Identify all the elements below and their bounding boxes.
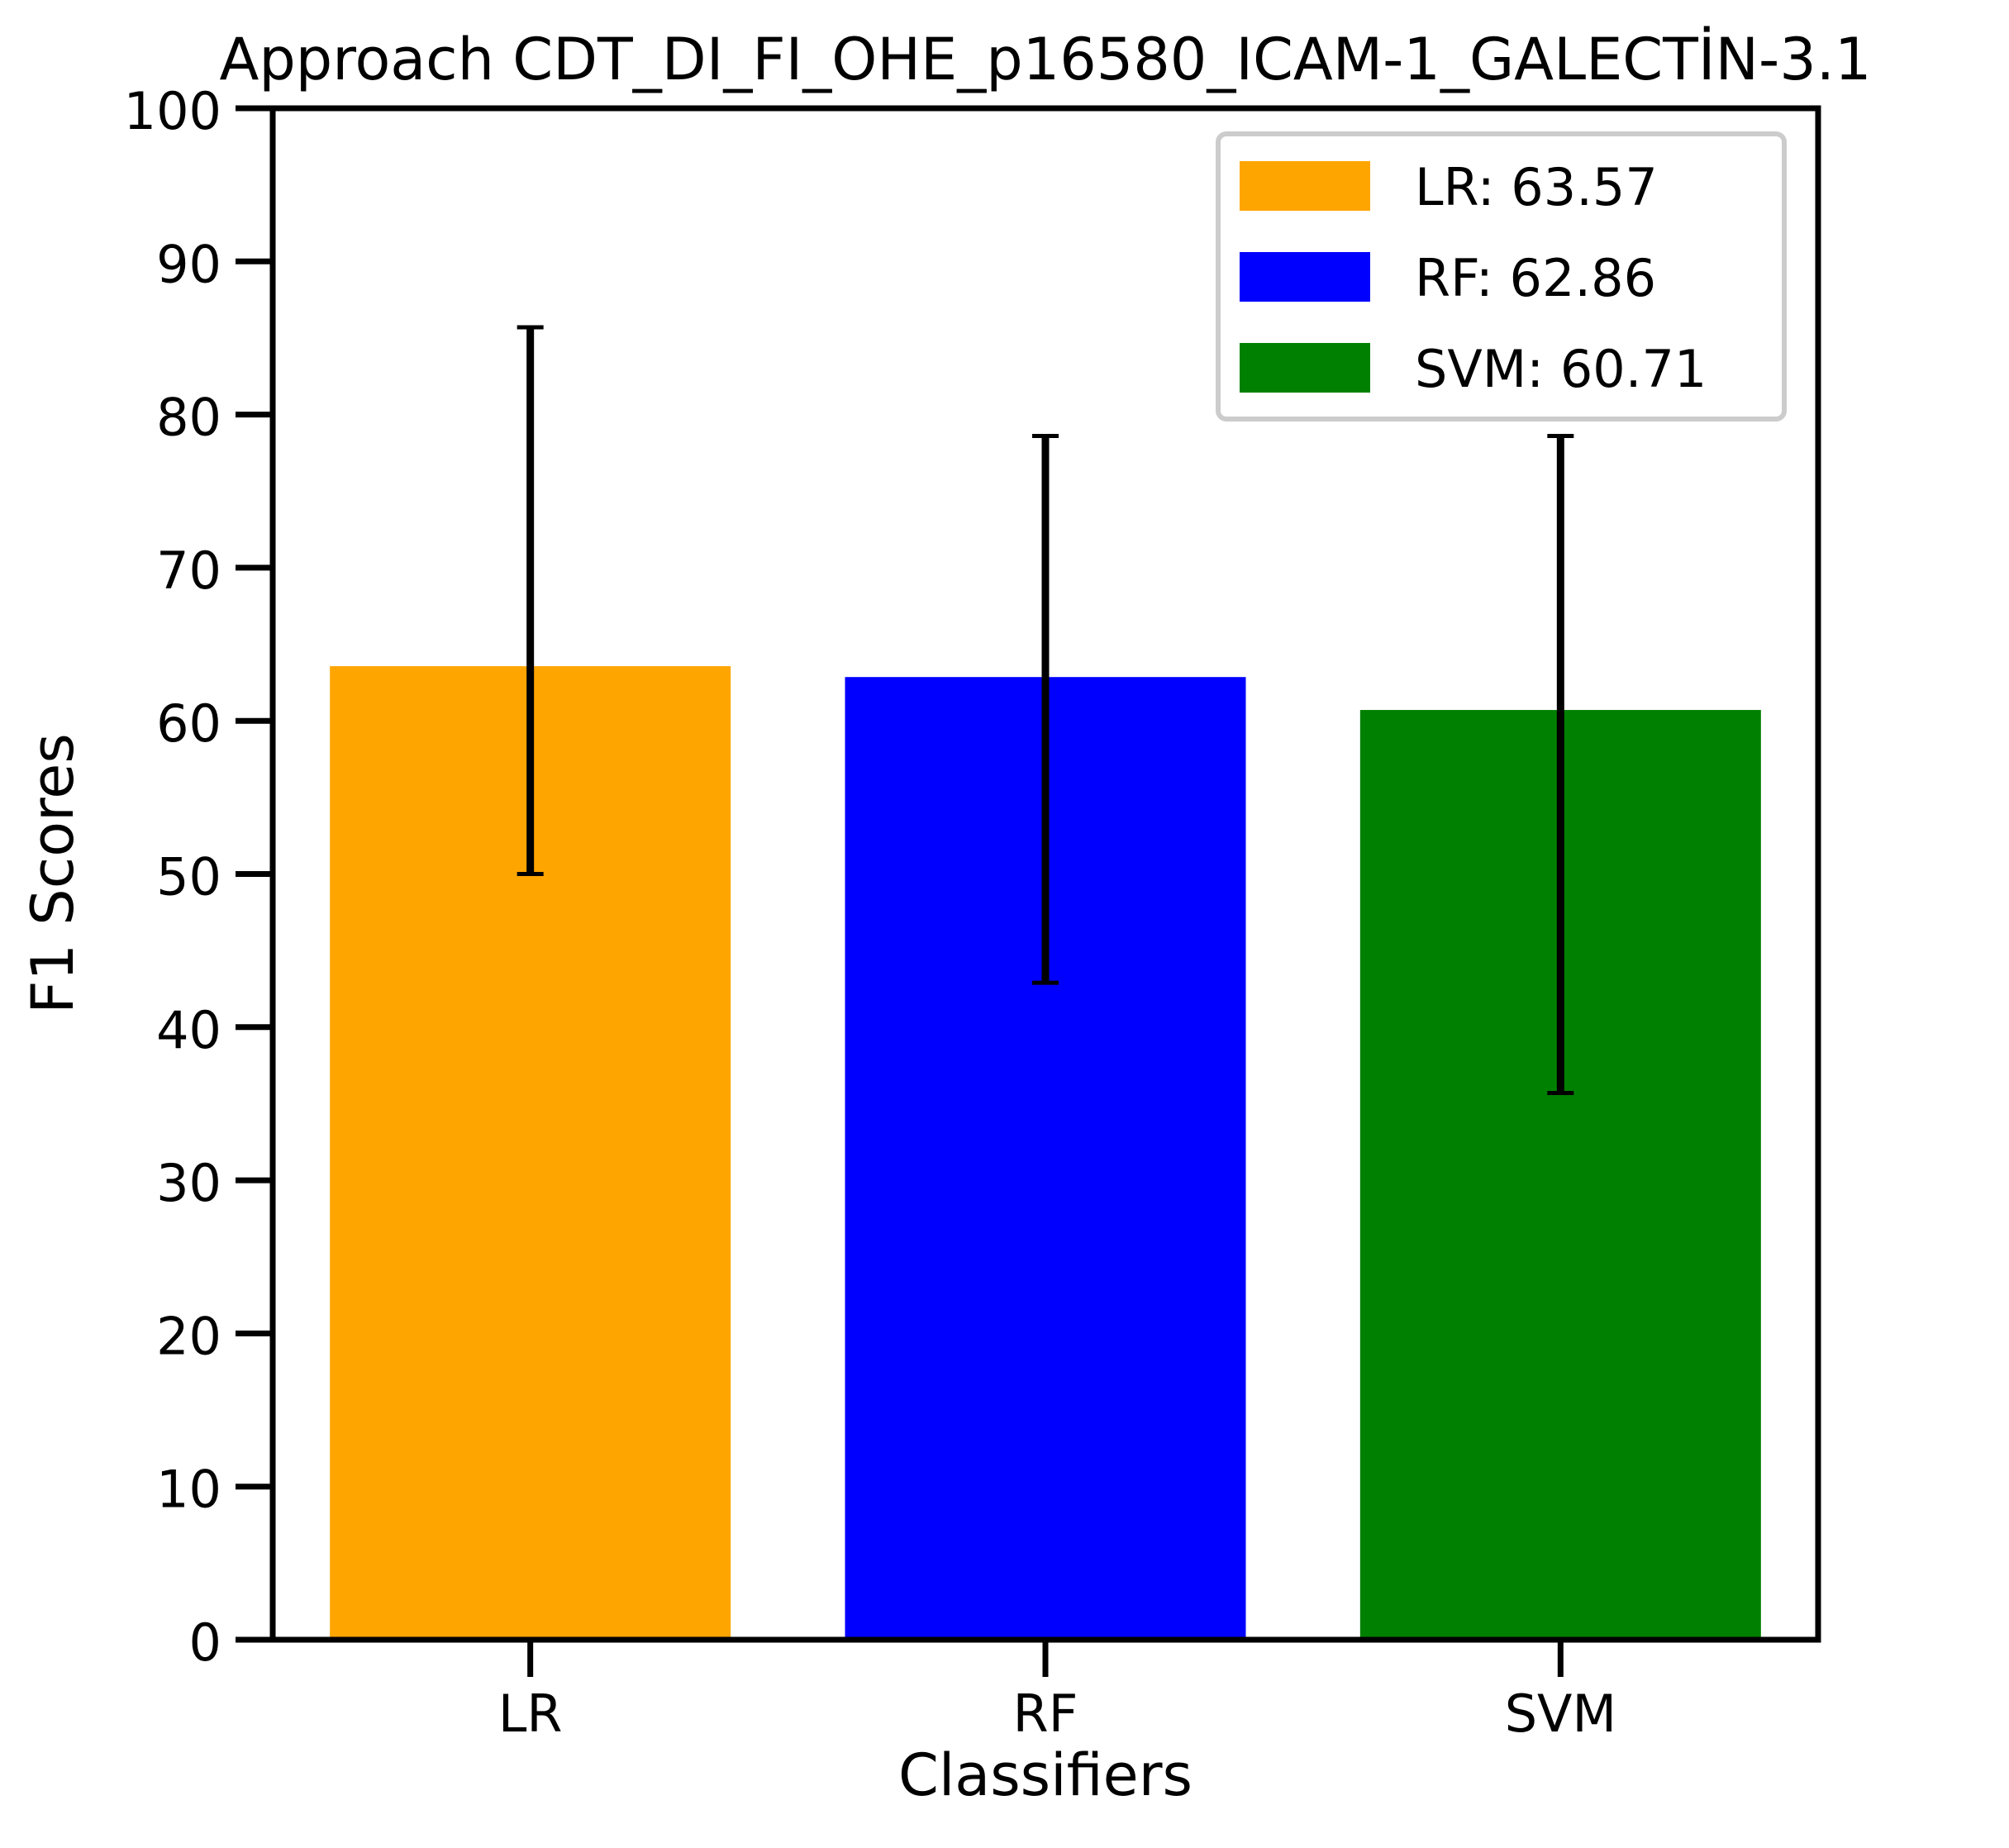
- y-tick-label: 0: [189, 1612, 221, 1673]
- y-axis-label: F1 Scores: [19, 733, 87, 1014]
- legend-swatch: [1240, 343, 1370, 393]
- y-tick-label: 80: [156, 388, 221, 448]
- y-tick-label: 70: [156, 541, 221, 601]
- x-tick-label: RF: [1013, 1684, 1078, 1744]
- x-tick-label: SVM: [1505, 1684, 1616, 1744]
- error-bar-svm: [1547, 434, 1574, 1095]
- x-axis: LR RF SVM: [498, 1640, 1616, 1744]
- y-axis: 0 10 20 30 40 50 60 70 80 90 100: [124, 81, 273, 1673]
- error-bar-lr: [517, 325, 544, 876]
- y-tick-label: 40: [156, 1000, 221, 1060]
- legend-label: SVM: 60.71: [1415, 339, 1707, 399]
- y-tick-label: 100: [124, 81, 221, 141]
- y-tick-label: 50: [156, 847, 221, 907]
- x-axis-label: Classifiers: [898, 1741, 1193, 1809]
- legend-entries: LR: 63.57 RF: 62.86 SVM: 60.71: [1240, 157, 1707, 399]
- legend-swatch: [1240, 161, 1370, 211]
- legend: LR: 63.57 RF: 62.86 SVM: 60.71: [1216, 131, 1787, 422]
- legend-swatch: [1240, 252, 1370, 302]
- y-tick-label: 20: [156, 1306, 221, 1366]
- y-tick-label: 90: [156, 234, 221, 294]
- error-bars-layer: [517, 325, 1574, 1095]
- y-tick-label: 10: [156, 1460, 221, 1520]
- error-bar-rf: [1032, 434, 1059, 985]
- legend-label: LR: 63.57: [1415, 157, 1658, 217]
- x-tick-label: LR: [498, 1684, 563, 1744]
- y-tick-label: 60: [156, 693, 221, 754]
- chart-title: Approach CDT_DI_FI_OHE_p16580_ICAM-1_GAL…: [219, 26, 1871, 93]
- legend-label: RF: 62.86: [1415, 248, 1656, 308]
- y-tick-label: 30: [156, 1153, 221, 1213]
